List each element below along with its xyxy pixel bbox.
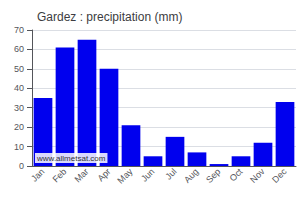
svg-text:Mar: Mar: [73, 166, 91, 184]
svg-text:20: 20: [14, 122, 24, 132]
svg-text:Sep: Sep: [204, 166, 222, 184]
svg-text:Oct: Oct: [228, 166, 245, 183]
svg-text:Jul: Jul: [163, 166, 178, 181]
svg-text:60: 60: [14, 44, 24, 54]
svg-text:Dec: Dec: [270, 166, 289, 185]
svg-text:50: 50: [14, 64, 24, 74]
svg-text:Aug: Aug: [182, 166, 200, 184]
svg-text:Jun: Jun: [139, 166, 156, 183]
svg-text:Apr: Apr: [96, 166, 113, 183]
svg-text:Gardez : precipitation (mm): Gardez : precipitation (mm): [37, 10, 182, 24]
svg-text:40: 40: [14, 83, 24, 93]
svg-text:May: May: [115, 166, 134, 185]
svg-text:0: 0: [19, 161, 24, 171]
svg-text:www.allmetsat.com: www.allmetsat.com: [36, 154, 106, 163]
svg-text:Feb: Feb: [51, 166, 69, 184]
svg-text:10: 10: [14, 142, 24, 152]
svg-text:30: 30: [14, 103, 24, 113]
svg-text:Jan: Jan: [29, 166, 46, 183]
svg-text:70: 70: [14, 25, 24, 35]
svg-text:Nov: Nov: [248, 166, 267, 185]
